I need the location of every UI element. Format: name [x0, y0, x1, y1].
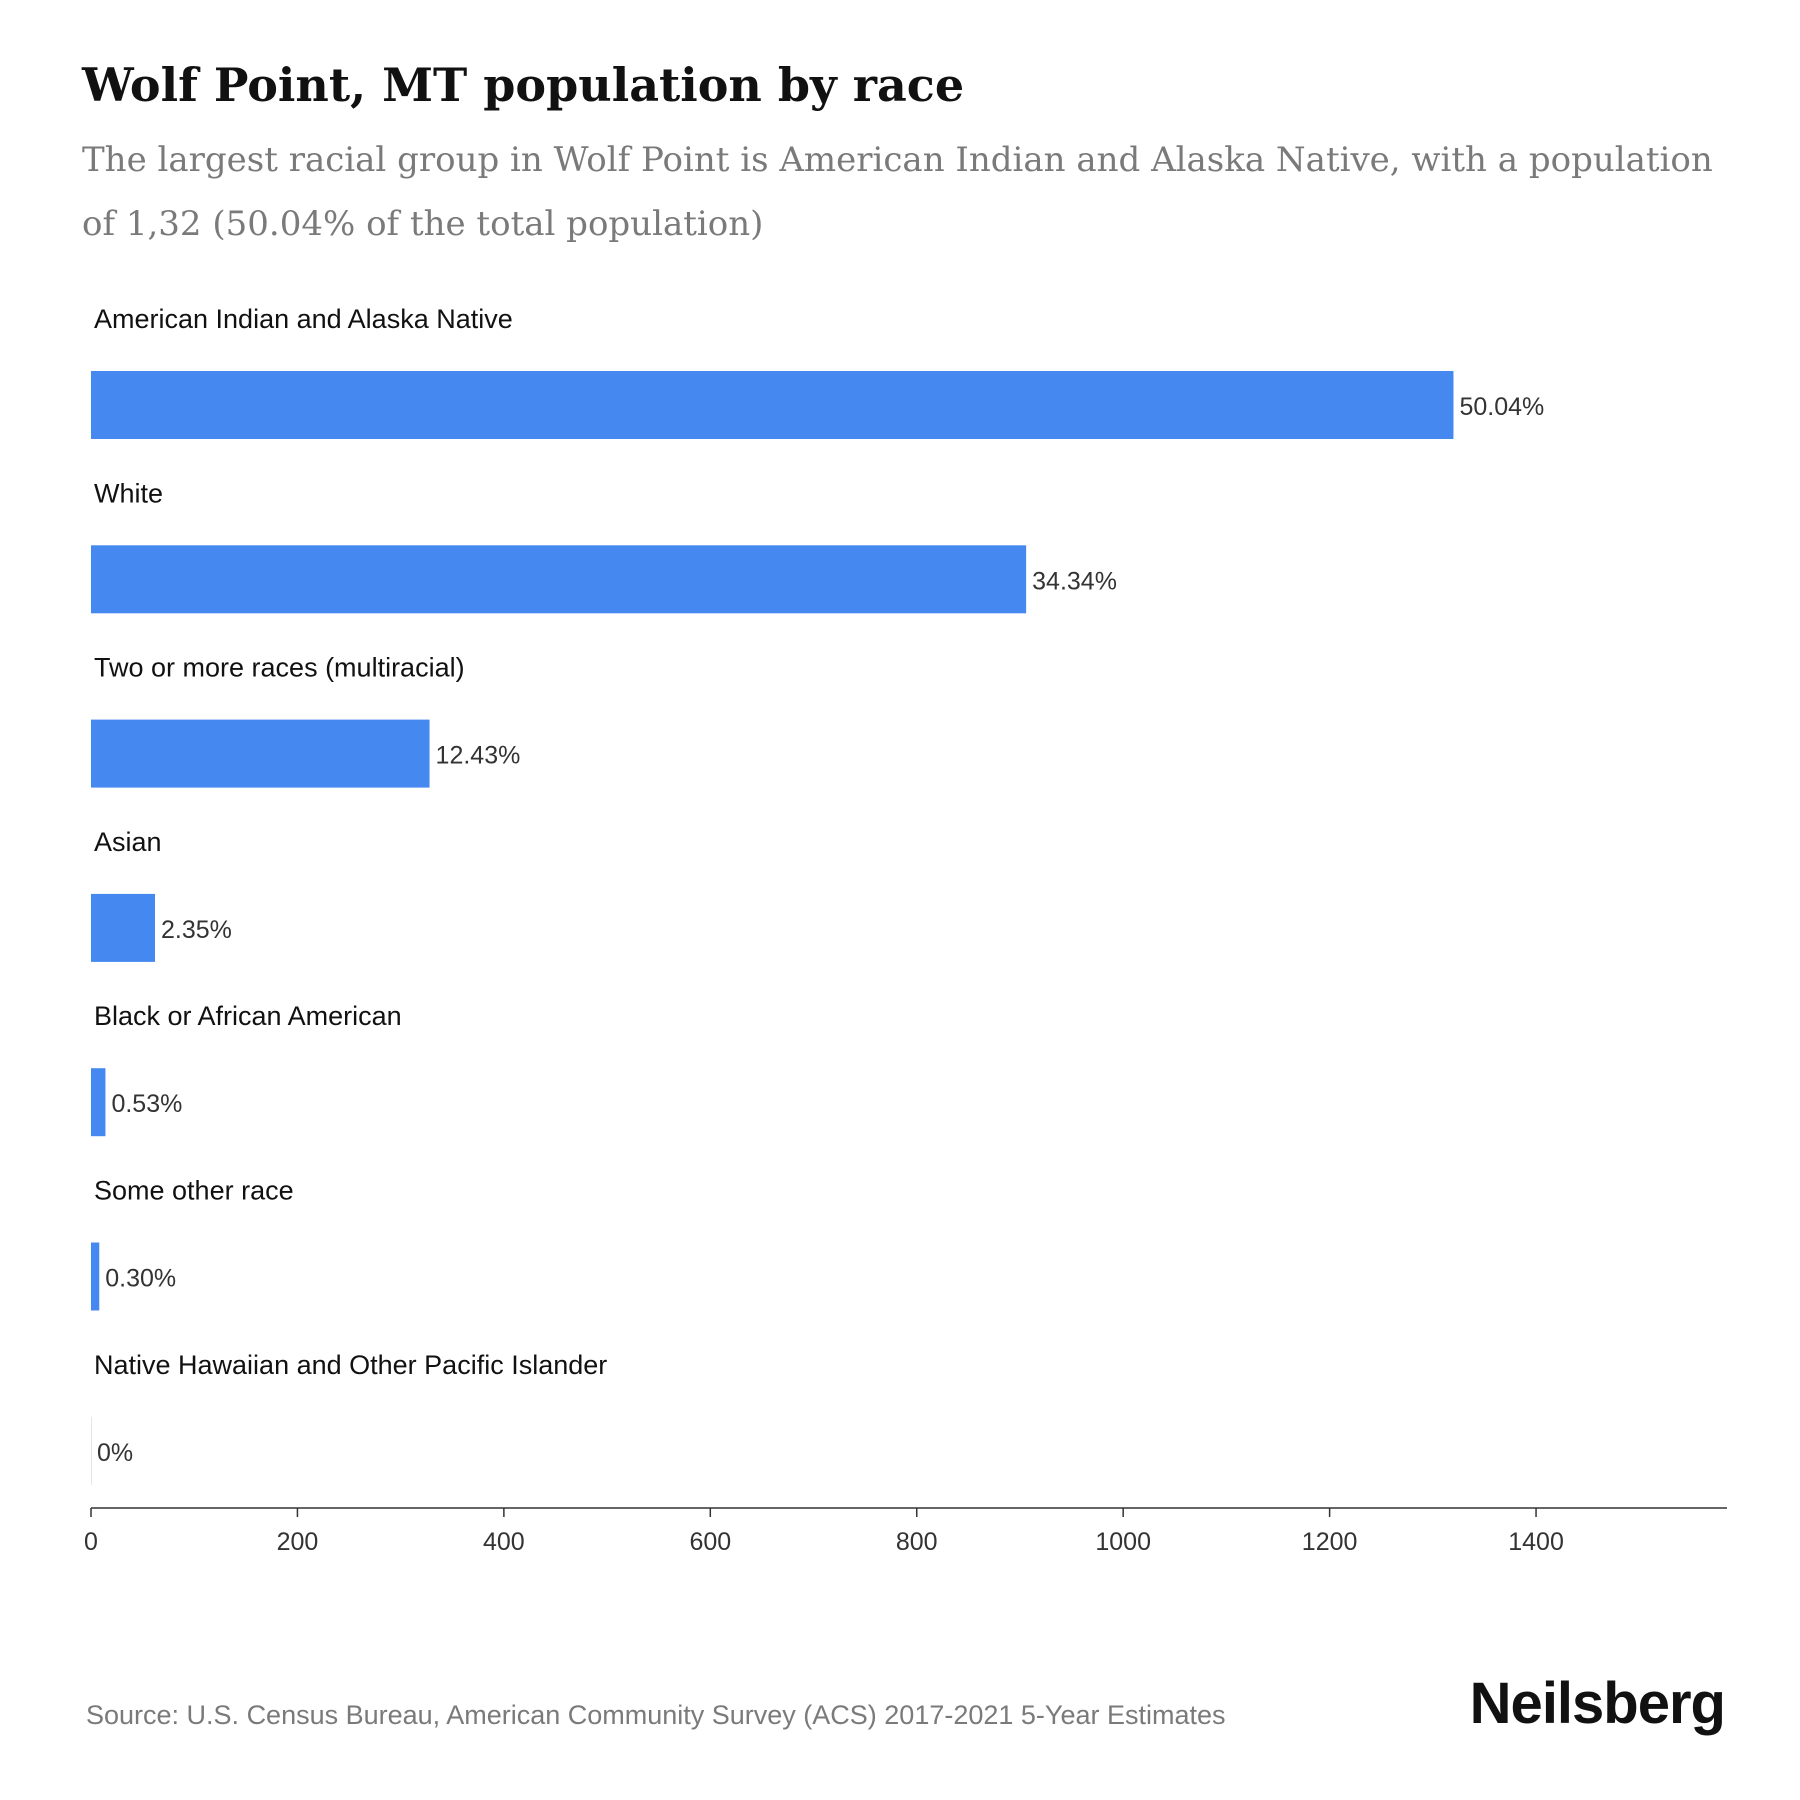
x-tick-label: 1200 — [1302, 1528, 1358, 1556]
brand-logo: Neilsberg — [1469, 1671, 1726, 1736]
category-label: Asian — [94, 827, 162, 857]
chart-subtitle: The largest racial group in Wolf Point i… — [82, 140, 1713, 244]
bar — [91, 545, 1027, 614]
category-label: Black or African American — [94, 1001, 402, 1031]
value-label: 50.04% — [1459, 393, 1544, 421]
category-label: American Indian and Alaska Native — [94, 304, 513, 334]
bar — [91, 893, 155, 962]
source-note: Source: U.S. Census Bureau, American Com… — [86, 1700, 1226, 1730]
bar — [91, 1068, 106, 1137]
x-tick-label: 600 — [689, 1528, 731, 1556]
category-label: Native Hawaiian and Other Pacific Island… — [94, 1350, 607, 1380]
bar — [91, 719, 430, 788]
chart-title: Wolf Point, MT population by race — [82, 58, 965, 112]
value-label: 34.34% — [1032, 567, 1117, 595]
bar — [91, 1242, 100, 1311]
value-label: 2.35% — [161, 916, 232, 944]
value-label: 12.43% — [436, 742, 521, 770]
x-tick-label: 400 — [483, 1528, 525, 1556]
x-tick-label: 200 — [277, 1528, 319, 1556]
x-tick-label: 1000 — [1095, 1528, 1151, 1556]
bar — [91, 371, 1454, 439]
x-tick-label: 800 — [896, 1528, 938, 1556]
bars-layer: American Indian and Alaska Native 50.04% W… — [91, 304, 1544, 1485]
value-label: 0.30% — [105, 1265, 176, 1293]
x-axis: 0 200 400 600 800 1000 1200 1400 — [84, 1507, 1727, 1556]
category-label: Two or more races (multiracial) — [94, 653, 465, 683]
x-tick-label: 1400 — [1508, 1528, 1564, 1556]
value-label: 0.53% — [111, 1090, 182, 1118]
category-label: Some other race — [94, 1176, 294, 1206]
category-label: White — [94, 478, 163, 508]
value-label: 0% — [97, 1439, 133, 1467]
x-tick-label: 0 — [84, 1528, 98, 1556]
